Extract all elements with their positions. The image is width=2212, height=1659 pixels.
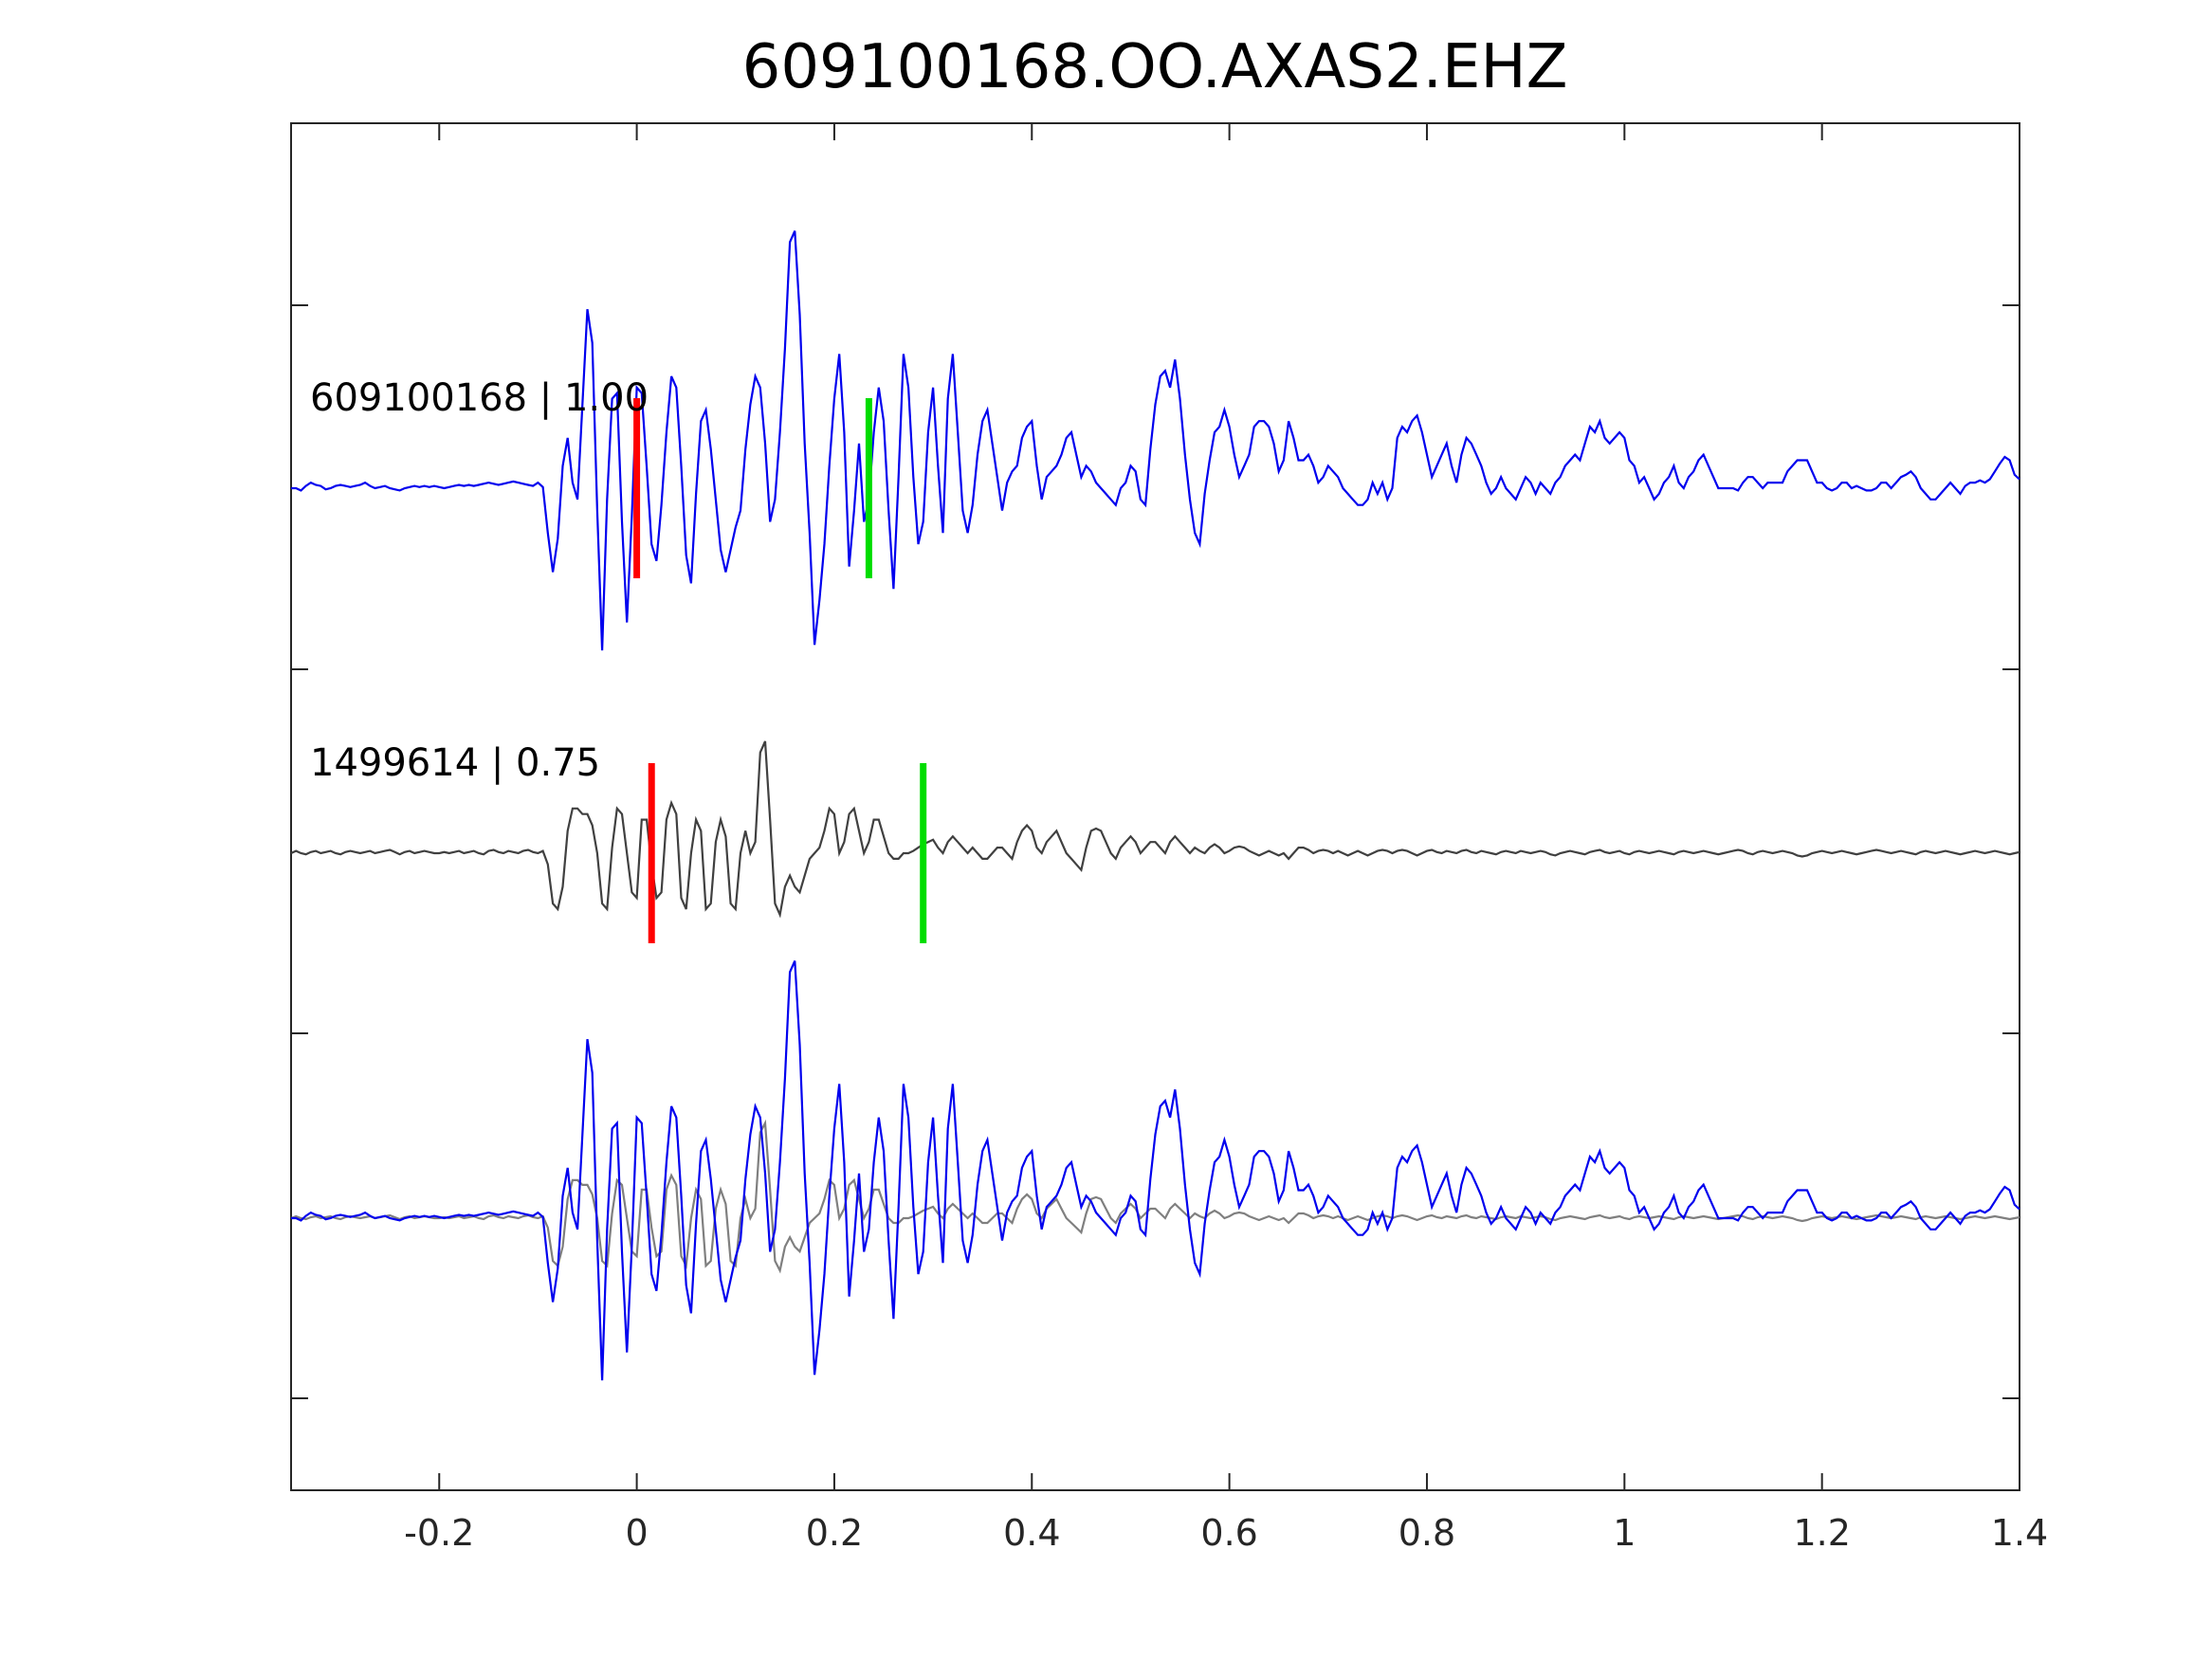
x-tick-label: 0.8: [1398, 1512, 1455, 1554]
axes-layer: -0.2 0 0.2 0.4 0.6 0.8 1 1.2 1.4: [290, 122, 2048, 1554]
trace-layer: [290, 230, 2020, 1381]
x-tick-label: 0.4: [1003, 1512, 1060, 1554]
overlay-trace-609100168: [291, 960, 2020, 1381]
trace-label: 609100168 | 1.00: [310, 376, 649, 420]
trace-609100168: [291, 230, 2020, 651]
x-tick-label: 1: [1613, 1512, 1636, 1554]
x-tick-label: 0.6: [1200, 1512, 1257, 1554]
x-tick-label: 1.4: [1991, 1512, 2048, 1554]
x-tick-label: 0.2: [806, 1512, 863, 1554]
trace-label: 1499614 | 0.75: [310, 741, 600, 785]
trace-label-layer: 609100168 | 1.00 1499614 | 0.75: [310, 376, 649, 785]
x-tick-label: -0.2: [404, 1512, 474, 1554]
overlay-trace-1499614: [290, 1119, 2020, 1274]
x-tick-label: 0: [626, 1512, 649, 1554]
trace-1499614: [290, 740, 2020, 919]
plot-frame: [290, 122, 2020, 1491]
chart-title: 609100168.OO.AXAS2.EHZ: [742, 32, 1568, 102]
x-tick-label: 1.2: [1793, 1512, 1850, 1554]
